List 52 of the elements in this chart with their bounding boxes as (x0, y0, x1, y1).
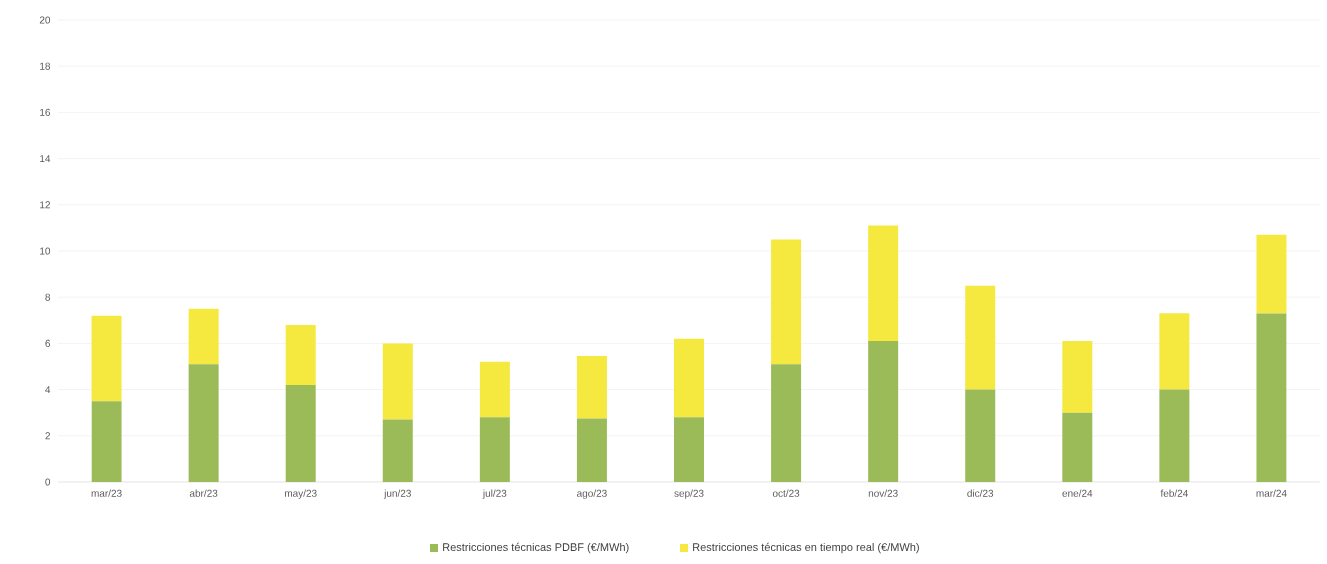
bar (576, 356, 607, 419)
bar (285, 324, 316, 385)
x-tick-label: jul/23 (482, 489, 507, 499)
x-tick-label: feb/24 (1160, 489, 1188, 497)
bar (382, 343, 413, 420)
x-tick-label: mar/23 (91, 489, 122, 497)
bar (965, 285, 996, 390)
bar (576, 418, 607, 482)
bar (965, 389, 996, 482)
bar (91, 315, 122, 402)
y-tick-label: 10 (40, 247, 51, 255)
bar (1062, 341, 1093, 413)
y-tick-label: 20 (39, 16, 51, 24)
x-tick-label: dic/23 (967, 489, 994, 497)
y-tick-label: 12 (40, 201, 50, 209)
x-tick-label: abr/23 (189, 489, 218, 497)
x-tick-label: sep/23 (674, 489, 704, 499)
bar (91, 401, 122, 482)
x-tick-label: nov/23 (868, 489, 898, 497)
bar (479, 417, 510, 482)
bar (674, 417, 705, 482)
bar (188, 308, 219, 365)
y-tick-label: 0 (45, 478, 51, 486)
x-tick-label: oct/23 (772, 489, 800, 497)
bar (868, 341, 899, 482)
bar (188, 364, 219, 482)
legend-label: Restricciones técnicas en tiempo real (€/MWh) (693, 542, 919, 554)
y-tick-label: 18 (40, 62, 51, 70)
y-tick-label: 4 (45, 386, 51, 394)
bar (285, 384, 316, 482)
x-tick-label: may/23 (284, 489, 317, 499)
y-tick-label: 6 (45, 339, 51, 347)
y-tick-label: 2 (45, 432, 50, 440)
y-tick-label: 8 (45, 293, 51, 301)
y-tick-label: 16 (40, 108, 51, 116)
legend-label: Restricciones técnicas PDBF (€/MWh) (443, 542, 629, 554)
bar (382, 419, 413, 482)
bar (1256, 313, 1287, 482)
x-tick-label: mar/24 (1256, 489, 1287, 497)
x-tick-label: ene/24 (1062, 489, 1093, 497)
x-tick-label: jun/23 (383, 489, 411, 499)
y-tick-label: 14 (40, 155, 51, 163)
bar (771, 239, 802, 365)
bar (1062, 412, 1093, 482)
bar (1256, 234, 1287, 314)
x-tick-label: ago/23 (577, 489, 607, 499)
bar (771, 364, 802, 482)
bar (1159, 313, 1190, 390)
bar (674, 338, 705, 418)
bar (479, 361, 510, 418)
bar (868, 225, 899, 342)
bar (1159, 389, 1190, 482)
